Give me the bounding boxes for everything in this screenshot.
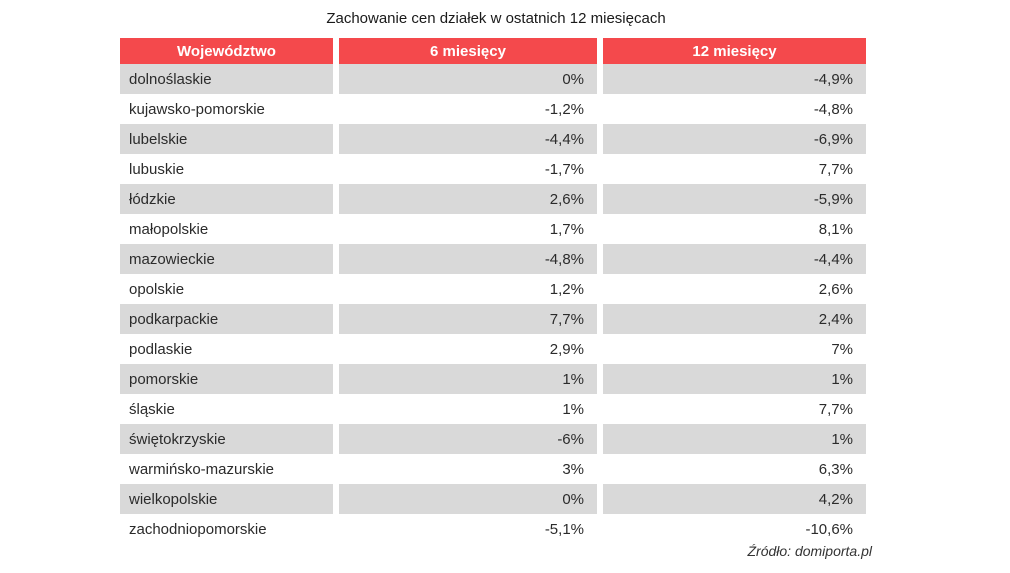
- region-cell: świętokrzyskie: [120, 424, 333, 454]
- col-header-12-miesiecy: 12 miesięcy: [603, 38, 866, 64]
- value-12m-cell: 2,6%: [603, 274, 866, 304]
- value-6m-cell: -5,1%: [339, 514, 597, 544]
- value-12m-cell: -4,4%: [603, 244, 866, 274]
- value-6m-cell: 1%: [339, 394, 597, 424]
- value-6m-cell: 2,6%: [339, 184, 597, 214]
- region-cell: podkarpackie: [120, 304, 333, 334]
- region-cell: zachodniopomorskie: [120, 514, 333, 544]
- table-row: podlaskie 2,9% 7%: [120, 334, 866, 364]
- region-cell: pomorskie: [120, 364, 333, 394]
- table-header: Województwo 6 miesięcy 12 miesięcy: [120, 38, 866, 64]
- region-cell: lubuskie: [120, 154, 333, 184]
- value-6m-cell: 0%: [339, 484, 597, 514]
- value-12m-cell: 4,2%: [603, 484, 866, 514]
- value-12m-cell: -6,9%: [603, 124, 866, 154]
- table-row: warmińsko-mazurskie 3% 6,3%: [120, 454, 866, 484]
- value-12m-cell: -10,6%: [603, 514, 866, 544]
- value-12m-cell: 1%: [603, 424, 866, 454]
- table-row: podkarpackie 7,7% 2,4%: [120, 304, 866, 334]
- value-12m-cell: 1%: [603, 364, 866, 394]
- value-6m-cell: -1,2%: [339, 94, 597, 124]
- table-row: mazowieckie -4,8% -4,4%: [120, 244, 866, 274]
- region-cell: opolskie: [120, 274, 333, 304]
- col-header-wojewodztwo: Województwo: [120, 38, 333, 64]
- value-6m-cell: -4,4%: [339, 124, 597, 154]
- region-cell: śląskie: [120, 394, 333, 424]
- page-title: Zachowanie cen działek w ostatnich 12 mi…: [326, 10, 666, 27]
- region-cell: kujawsko-pomorskie: [120, 94, 333, 124]
- region-cell: mazowieckie: [120, 244, 333, 274]
- region-cell: lubelskie: [120, 124, 333, 154]
- region-cell: łódzkie: [120, 184, 333, 214]
- region-cell: warmińsko-mazurskie: [120, 454, 333, 484]
- value-6m-cell: 0%: [339, 64, 597, 94]
- value-12m-cell: 8,1%: [603, 214, 866, 244]
- table-row: lubelskie -4,4% -6,9%: [120, 124, 866, 154]
- value-12m-cell: 2,4%: [603, 304, 866, 334]
- value-6m-cell: 1,2%: [339, 274, 597, 304]
- value-6m-cell: -4,8%: [339, 244, 597, 274]
- table-row: zachodniopomorskie -5,1% -10,6%: [120, 514, 866, 544]
- value-6m-cell: 1%: [339, 364, 597, 394]
- region-cell: małopolskie: [120, 214, 333, 244]
- table-row: małopolskie 1,7% 8,1%: [120, 214, 866, 244]
- value-12m-cell: 7%: [603, 334, 866, 364]
- table-row: wielkopolskie 0% 4,2%: [120, 484, 866, 514]
- value-12m-cell: 7,7%: [603, 394, 866, 424]
- value-12m-cell: -4,8%: [603, 94, 866, 124]
- value-6m-cell: -6%: [339, 424, 597, 454]
- table-row: łódzkie 2,6% -5,9%: [120, 184, 866, 214]
- table-row: kujawsko-pomorskie -1,2% -4,8%: [120, 94, 866, 124]
- table-row: pomorskie 1% 1%: [120, 364, 866, 394]
- table-body: dolnoślaskie 0% -4,9% kujawsko-pomorskie -1,…: [120, 64, 866, 544]
- region-cell: dolnoślaskie: [120, 64, 333, 94]
- value-12m-cell: 6,3%: [603, 454, 866, 484]
- table-row: opolskie 1,2% 2,6%: [120, 274, 866, 304]
- value-6m-cell: 3%: [339, 454, 597, 484]
- col-header-6-miesiecy: 6 miesięcy: [339, 38, 597, 64]
- header-row: Województwo 6 miesięcy 12 miesięcy: [120, 38, 866, 64]
- value-12m-cell: -5,9%: [603, 184, 866, 214]
- value-6m-cell: 7,7%: [339, 304, 597, 334]
- source-caption: Źródło: domiporta.pl: [747, 543, 872, 559]
- table-row: dolnoślaskie 0% -4,9%: [120, 64, 866, 94]
- table-row: świętokrzyskie -6% 1%: [120, 424, 866, 454]
- table-row: lubuskie -1,7% 7,7%: [120, 154, 866, 184]
- value-12m-cell: -4,9%: [603, 64, 866, 94]
- table-row: śląskie 1% 7,7%: [120, 394, 866, 424]
- region-cell: podlaskie: [120, 334, 333, 364]
- value-6m-cell: 2,9%: [339, 334, 597, 364]
- price-change-table: Województwo 6 miesięcy 12 miesięcy dolno…: [114, 38, 872, 544]
- value-12m-cell: 7,7%: [603, 154, 866, 184]
- value-6m-cell: 1,7%: [339, 214, 597, 244]
- value-6m-cell: -1,7%: [339, 154, 597, 184]
- region-cell: wielkopolskie: [120, 484, 333, 514]
